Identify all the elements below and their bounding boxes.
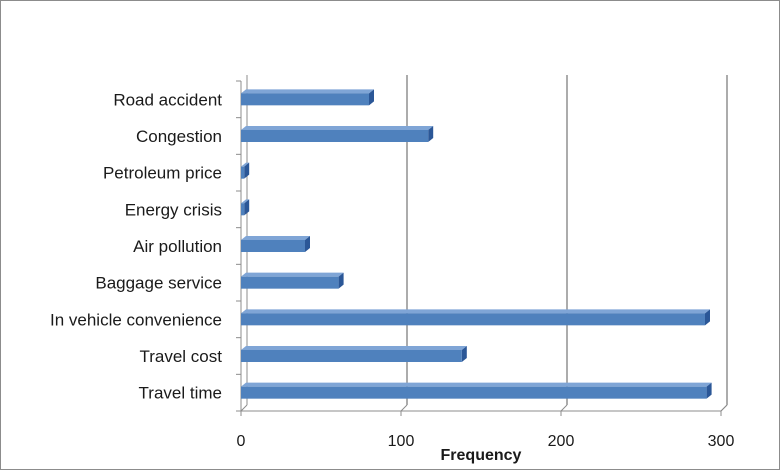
category-label-travel-time: Travel time	[139, 384, 222, 403]
bar-congestion	[241, 126, 434, 142]
x-tick-label-0: 0	[237, 433, 246, 450]
bar-front-face	[241, 313, 705, 326]
bar-travel-cost	[241, 346, 467, 362]
x-tick-label-100: 100	[388, 433, 415, 450]
floor-left-edge	[240, 404, 248, 412]
bar-petroleum-price	[241, 162, 250, 179]
bar-front-face	[241, 93, 369, 106]
bar-front-face	[241, 166, 245, 179]
bar-front-face	[241, 276, 339, 289]
bar-side-face	[428, 126, 434, 142]
x-axis-title: Frequency	[441, 447, 522, 464]
labels-layer: Road accident Congestion Petroleum price En…	[50, 90, 734, 450]
bar-top-face	[241, 346, 467, 350]
bar-front-face	[241, 350, 462, 362]
bar-side-face	[705, 309, 710, 326]
bars-layer	[241, 89, 712, 399]
bar-front-face	[241, 203, 245, 216]
category-label-travel-cost: Travel cost	[139, 347, 222, 366]
bar-top-face	[241, 272, 344, 277]
bar-in-vehicle-convenience	[241, 309, 710, 326]
bar-energy-crisis	[241, 199, 250, 216]
bar-top-face	[241, 309, 710, 314]
category-label-congestion: Congestion	[136, 127, 222, 146]
bar-front-face	[241, 240, 305, 252]
bar-side-face	[244, 199, 250, 216]
gridline-floor-200	[560, 404, 568, 412]
x-tick-label-200: 200	[548, 433, 575, 450]
bar-side-face	[338, 272, 344, 289]
floor-right-edge	[720, 404, 728, 412]
bar-side-face	[244, 162, 250, 179]
category-label-baggage-service: Baggage service	[95, 274, 222, 293]
bar-top-face	[241, 199, 250, 204]
bar-side-face	[369, 89, 374, 106]
bar-side-face	[461, 346, 467, 362]
category-label-energy-crisis: Energy crisis	[125, 200, 222, 219]
bar-top-face	[241, 162, 250, 167]
bar-side-face	[305, 236, 310, 252]
bar-road-accident	[241, 89, 374, 106]
gridline-floor-100	[400, 404, 408, 412]
x-tick-label-300: 300	[708, 433, 735, 450]
bar-side-face	[706, 382, 712, 399]
bar-top-face	[241, 382, 712, 387]
category-label-petroleum-price: Petroleum price	[103, 164, 222, 183]
bar-baggage-service	[241, 272, 344, 289]
bar-travel-time	[241, 382, 712, 399]
bar-front-face	[241, 130, 429, 142]
category-label-in-vehicle-convenience: In vehicle convenience	[50, 310, 222, 329]
bar-top-face	[241, 126, 434, 130]
bar-air-pollution	[241, 236, 310, 252]
category-label-road-accident: Road accident	[113, 90, 222, 109]
bar-top-face	[241, 236, 310, 240]
bar-front-face	[241, 386, 707, 399]
bar-top-face	[241, 89, 374, 94]
category-label-air-pollution: Air pollution	[133, 237, 222, 256]
